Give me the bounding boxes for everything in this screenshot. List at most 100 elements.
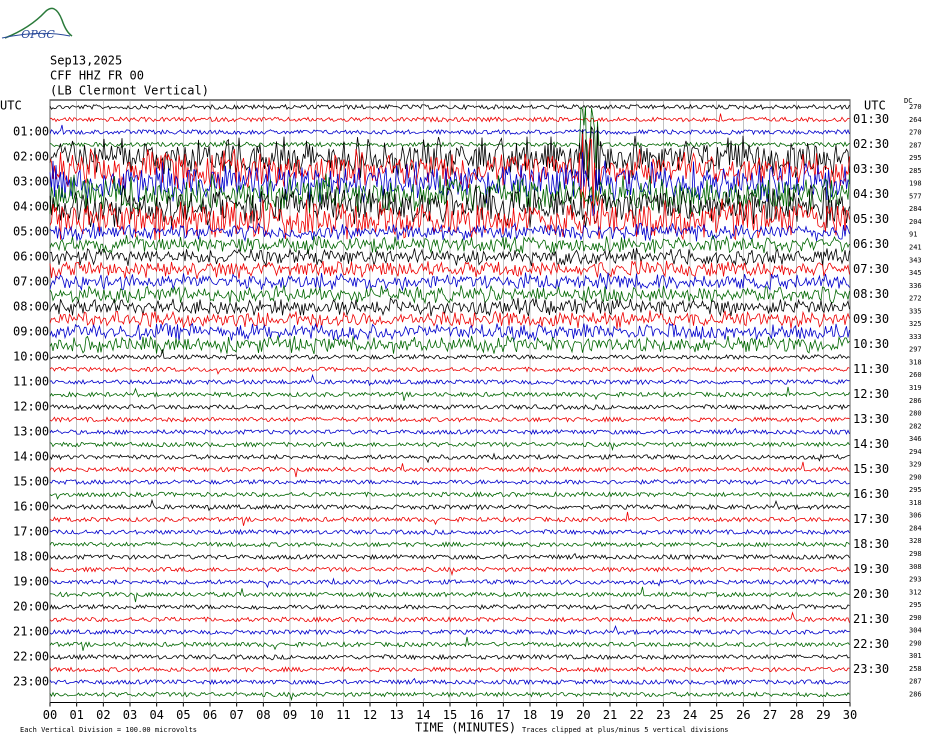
left-time-label: 02:00 <box>13 150 49 164</box>
right-time-label: 19:30 <box>853 562 889 576</box>
dc-value: 304 <box>909 627 922 635</box>
trace <box>49 310 850 329</box>
trace <box>49 611 850 623</box>
dc-value: 282 <box>909 422 922 430</box>
x-tick-label: 01 <box>69 708 83 722</box>
dc-value: 329 <box>909 461 922 469</box>
right-time-label: 20:30 <box>853 587 889 601</box>
left-time-label: 03:00 <box>13 175 49 189</box>
right-time-label: 04:30 <box>853 187 889 201</box>
x-tick-label: 10 <box>309 708 323 722</box>
trace <box>49 478 850 486</box>
dc-value: 285 <box>909 167 922 175</box>
trace <box>49 586 850 603</box>
left-time-label: 13:00 <box>13 425 49 439</box>
dc-value: 335 <box>909 307 922 315</box>
dc-value: 308 <box>909 563 922 571</box>
right-time-label: 06:30 <box>853 237 889 251</box>
trace <box>49 498 850 512</box>
trace <box>49 386 850 401</box>
dc-value: 290 <box>909 473 922 481</box>
date: Sep13,2025 <box>50 54 122 68</box>
trace <box>49 234 850 255</box>
right-time-label: 14:30 <box>853 437 889 451</box>
trace <box>49 106 850 181</box>
trace <box>49 441 850 452</box>
x-tick-label: 30 <box>843 708 857 722</box>
left-time-label: 22:00 <box>13 650 49 664</box>
trace <box>50 577 850 589</box>
trace <box>49 373 850 387</box>
dc-value: 270 <box>909 129 922 137</box>
x-tick-label: 07 <box>229 708 243 722</box>
left-time-label: 19:00 <box>13 575 49 589</box>
division-note: Each Vertical Division = 100.00 microvol… <box>20 726 197 734</box>
dc-value: 325 <box>909 320 922 328</box>
trace <box>49 603 850 613</box>
dc-value: 270 <box>909 103 922 111</box>
trace <box>49 552 850 561</box>
clip-note: Traces clipped at plus/minus 5 vertical … <box>522 726 729 734</box>
dc-value: 272 <box>909 295 922 303</box>
trace <box>49 285 850 305</box>
dc-value: 346 <box>909 435 922 443</box>
dc-value: 280 <box>909 410 922 418</box>
x-tick-label: 18 <box>523 708 537 722</box>
dc-value: 91 <box>909 231 917 239</box>
x-tick-label: 20 <box>576 708 590 722</box>
right-time-label: 12:30 <box>853 387 889 401</box>
trace <box>49 625 850 636</box>
trace <box>49 403 850 411</box>
left-time-label: 17:00 <box>13 525 49 539</box>
station: CFF HHZ FR 00 <box>50 69 144 83</box>
right-time-label: 16:30 <box>853 487 889 501</box>
left-time-label: 21:00 <box>13 625 49 639</box>
trace <box>49 691 850 702</box>
x-tick-label: 08 <box>256 708 270 722</box>
dc-value: 284 <box>909 205 922 213</box>
right-time-label: 22:30 <box>853 637 889 651</box>
right-time-label: 07:30 <box>853 262 889 276</box>
x-tick-label: 26 <box>736 708 750 722</box>
x-tick-label: 21 <box>603 708 617 722</box>
trace <box>49 335 850 355</box>
x-tick-label: 16 <box>469 708 483 722</box>
dc-value: 287 <box>909 141 922 149</box>
right-time-label: 08:30 <box>853 287 889 301</box>
left-time-label: 15:00 <box>13 475 49 489</box>
trace <box>49 452 850 464</box>
trace <box>49 677 850 686</box>
dc-value: 301 <box>909 652 922 660</box>
trace <box>49 247 850 268</box>
right-time-label: 23:30 <box>853 662 889 676</box>
right-time-label: 01:30 <box>853 112 889 126</box>
trace <box>49 653 850 661</box>
x-axis-title: TIME (MINUTES) <box>415 721 516 735</box>
dc-value: 204 <box>909 218 922 226</box>
right-time-label: 18:30 <box>853 537 889 551</box>
dc-value: 290 <box>909 639 922 647</box>
dc-value: 295 <box>909 601 922 609</box>
x-tick-label: 19 <box>549 708 563 722</box>
trace <box>49 366 850 375</box>
left-time-label: 05:00 <box>13 225 49 239</box>
left-time-label: 16:00 <box>13 500 49 514</box>
x-tick-label: 14 <box>416 708 430 722</box>
left-time-label: 08:00 <box>13 300 49 314</box>
trace <box>49 184 850 228</box>
dc-value: 297 <box>909 346 922 354</box>
right-time-label: 10:30 <box>853 337 889 351</box>
x-tick-label: 00 <box>43 708 57 722</box>
x-tick-label: 05 <box>176 708 190 722</box>
x-tick-label: 03 <box>123 708 137 722</box>
right-time-label: 02:30 <box>853 137 889 151</box>
dc-value: 336 <box>909 282 922 290</box>
dc-value: 328 <box>909 537 922 545</box>
trace <box>49 491 850 500</box>
dc-title: DC <box>904 97 912 105</box>
left-axis-title: UTC <box>0 99 22 113</box>
x-tick-label: 02 <box>96 708 110 722</box>
left-time-label: 14:00 <box>13 450 49 464</box>
logo-text: OPGC <box>21 28 55 41</box>
dc-value: 264 <box>909 116 922 124</box>
